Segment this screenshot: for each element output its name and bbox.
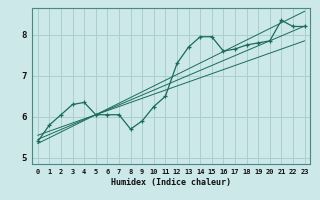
X-axis label: Humidex (Indice chaleur): Humidex (Indice chaleur) [111,178,231,187]
